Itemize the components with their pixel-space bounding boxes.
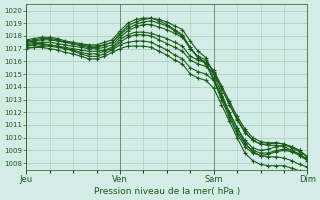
X-axis label: Pression niveau de la mer( hPa ): Pression niveau de la mer( hPa ) — [94, 187, 240, 196]
